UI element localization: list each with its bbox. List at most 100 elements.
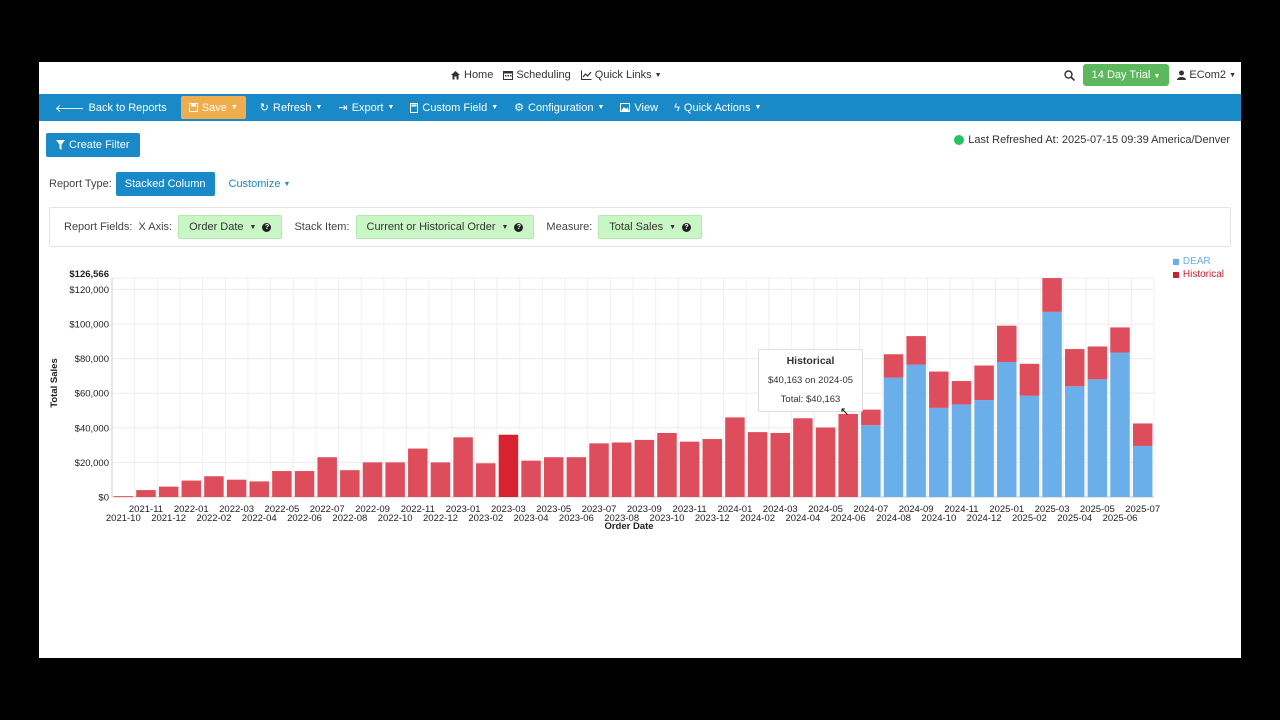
chart-icon — [581, 70, 592, 80]
custom-field-label: Custom Field — [422, 102, 487, 114]
measure-select[interactable]: Total Sales ▼ ? — [598, 215, 702, 239]
chevron-down-icon: ▼ — [491, 104, 498, 111]
legend-item-dear[interactable]: DEAR — [1173, 255, 1224, 268]
help-icon[interactable]: ? — [262, 223, 271, 232]
nav-scheduling[interactable]: Scheduling — [503, 69, 570, 81]
stack-item-select[interactable]: Current or Historical Order ▼ ? — [356, 215, 535, 239]
x-axis-label: X Axis: — [138, 221, 172, 233]
bar-historical — [770, 433, 789, 497]
bar-historical — [272, 471, 291, 497]
report-type-button[interactable]: Stacked Column — [116, 172, 215, 196]
last-refreshed: Last Refreshed At: 2025-07-15 09:39 Amer… — [954, 134, 1230, 146]
bar-historical — [861, 410, 880, 426]
bar-historical — [544, 457, 563, 497]
customize-label: Customize — [229, 178, 281, 190]
help-icon[interactable]: ? — [682, 223, 691, 232]
bar-historical — [703, 439, 722, 497]
save-button[interactable]: Save ▼ — [181, 96, 246, 119]
last-refreshed-text: Last Refreshed At: 2025-07-15 09:39 Amer… — [968, 134, 1230, 146]
bar-dear — [997, 362, 1016, 497]
refresh-label: Refresh — [273, 102, 312, 114]
nav-quick-links[interactable]: Quick Links ▼ — [581, 69, 662, 81]
x-axis-value: Order Date — [189, 221, 243, 233]
chevron-down-icon: ▼ — [231, 104, 238, 111]
nav-home[interactable]: Home — [450, 69, 493, 81]
create-filter-button[interactable]: Create Filter — [46, 133, 140, 157]
customize-dropdown[interactable]: Customize ▼ — [229, 178, 291, 190]
bar-historical — [1020, 364, 1039, 396]
stacked-column-chart: $0$20,000$40,000$60,000$80,000$100,000$1… — [39, 252, 1241, 552]
bar-dear — [974, 400, 993, 497]
tooltip-total: Total: $40,163 — [759, 394, 862, 405]
legend-swatch-dear — [1173, 259, 1179, 265]
bar-dear — [1110, 353, 1129, 497]
bar-dear — [1065, 386, 1084, 497]
bar-historical — [567, 457, 586, 497]
bar-historical — [431, 462, 450, 497]
bar-historical — [227, 480, 246, 497]
bar-historical — [612, 442, 631, 497]
view-button[interactable]: View — [612, 94, 666, 121]
export-label: Export — [352, 102, 384, 114]
gear-icon: ⚙ — [514, 101, 524, 114]
y-tick-label: $40,000 — [75, 423, 109, 434]
tooltip-title: Historical — [759, 355, 862, 367]
x-axis-select[interactable]: Order Date ▼ ? — [178, 215, 282, 239]
export-button[interactable]: ⇥ Export ▼ — [330, 94, 402, 121]
bolt-icon: ϟ — [674, 102, 680, 114]
back-to-reports-button[interactable]: 🡐 Back to Reports — [47, 94, 175, 121]
calendar-icon — [503, 70, 513, 80]
report-fields-panel: Report Fields: X Axis: Order Date ▼ ? St… — [49, 207, 1231, 247]
export-icon: ⇥ — [338, 101, 347, 114]
y-tick-label: $80,000 — [75, 354, 109, 365]
bar-historical — [680, 442, 699, 497]
configuration-label: Configuration — [528, 102, 593, 114]
trial-button[interactable]: 14 Day Trial ▼ — [1083, 64, 1170, 86]
chevron-down-icon: ▼ — [597, 104, 604, 111]
user-menu[interactable]: ECom2 ▼ — [1177, 69, 1236, 81]
chevron-down-icon: ▼ — [1153, 73, 1160, 80]
tooltip-value: $40,163 on 2024-05 — [759, 375, 862, 386]
refresh-icon: ↻ — [260, 101, 269, 114]
custom-field-button[interactable]: Custom Field ▼ — [402, 94, 506, 121]
chevron-down-icon: ▼ — [501, 224, 508, 231]
top-navigation: Home Scheduling Quick Links ▼ 14 Day Tri… — [39, 62, 1241, 94]
chevron-down-icon: ▼ — [655, 72, 662, 79]
filter-icon — [56, 140, 65, 150]
bar-historical — [1133, 423, 1152, 445]
legend-item-historical[interactable]: Historical — [1173, 268, 1224, 281]
bar-dear — [1042, 312, 1061, 497]
legend-label-dear: DEAR — [1183, 255, 1211, 268]
bar-historical — [974, 365, 993, 400]
help-icon[interactable]: ? — [514, 223, 523, 232]
y-tick-label: $126,566 — [69, 269, 109, 280]
y-axis-title: Total Sales — [49, 358, 60, 407]
quick-actions-button[interactable]: ϟ Quick Actions ▼ — [666, 94, 769, 121]
top-nav-links: Home Scheduling Quick Links ▼ — [450, 69, 662, 81]
bar-historical — [997, 326, 1016, 362]
bar-historical — [1042, 278, 1061, 312]
x-axis-title: Order Date — [604, 521, 653, 532]
trial-label: 14 Day Trial — [1092, 69, 1151, 81]
nav-home-label: Home — [464, 69, 493, 81]
bar-historical — [249, 481, 268, 497]
bar-historical — [1110, 327, 1129, 352]
bar-historical — [159, 487, 178, 497]
status-dot-icon — [954, 135, 964, 145]
floppy-icon — [189, 103, 198, 112]
nav-quick-links-label: Quick Links — [595, 69, 652, 81]
quick-actions-label: Quick Actions — [684, 102, 751, 114]
chevron-down-icon: ▼ — [250, 224, 257, 231]
bar-historical — [1088, 346, 1107, 379]
picture-icon — [620, 103, 630, 112]
legend-swatch-historical — [1173, 272, 1179, 278]
bar-historical — [114, 496, 133, 497]
create-filter-label: Create Filter — [69, 139, 130, 151]
search-icon[interactable] — [1064, 70, 1075, 81]
bar-dear — [1133, 446, 1152, 497]
bar-historical — [816, 428, 835, 497]
y-tick-label: $0 — [98, 493, 109, 504]
refresh-button[interactable]: ↻ Refresh ▼ — [252, 94, 331, 121]
bar-historical — [295, 471, 314, 497]
configuration-button[interactable]: ⚙ Configuration ▼ — [506, 94, 612, 121]
